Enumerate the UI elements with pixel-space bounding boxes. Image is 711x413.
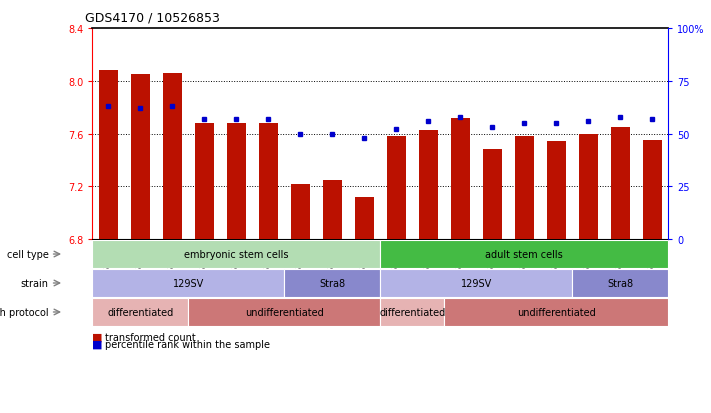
Text: percentile rank within the sample: percentile rank within the sample <box>105 339 270 349</box>
Bar <box>355 197 374 240</box>
Text: 129SV: 129SV <box>461 278 492 288</box>
Bar <box>611 128 630 240</box>
Bar <box>131 75 150 240</box>
Bar <box>227 124 246 240</box>
Bar <box>380 269 572 297</box>
Bar <box>515 137 534 240</box>
Text: Stra8: Stra8 <box>319 278 346 288</box>
Bar <box>259 124 278 240</box>
Bar <box>572 269 668 297</box>
Text: Stra8: Stra8 <box>607 278 634 288</box>
Bar <box>92 240 380 268</box>
Text: differentiated: differentiated <box>379 307 446 317</box>
Bar <box>188 298 380 326</box>
Text: adult stem cells: adult stem cells <box>486 249 563 259</box>
Bar <box>163 74 182 240</box>
Text: strain: strain <box>21 278 49 288</box>
Bar <box>323 180 342 240</box>
Text: cell type: cell type <box>7 249 49 259</box>
Text: growth protocol: growth protocol <box>0 307 49 317</box>
Bar <box>380 240 668 268</box>
Bar <box>195 124 214 240</box>
Text: differentiated: differentiated <box>107 307 173 317</box>
Text: ■: ■ <box>92 332 103 342</box>
Bar <box>643 141 662 240</box>
Text: transformed count: transformed count <box>105 332 196 342</box>
Text: 129SV: 129SV <box>173 278 204 288</box>
Bar <box>483 150 502 240</box>
Bar <box>451 119 470 240</box>
Bar <box>284 269 380 297</box>
Bar <box>380 298 444 326</box>
Text: undifferentiated: undifferentiated <box>517 307 596 317</box>
Bar <box>99 71 118 240</box>
Text: ■: ■ <box>92 339 103 349</box>
Bar <box>92 298 188 326</box>
Bar <box>579 134 598 240</box>
Bar <box>547 142 566 240</box>
Text: undifferentiated: undifferentiated <box>245 307 324 317</box>
Bar <box>291 184 310 240</box>
Text: GDS4170 / 10526853: GDS4170 / 10526853 <box>85 12 220 25</box>
Text: embryonic stem cells: embryonic stem cells <box>184 249 289 259</box>
Bar <box>444 298 668 326</box>
Bar <box>92 269 284 297</box>
Bar <box>419 130 438 240</box>
Bar <box>387 137 406 240</box>
